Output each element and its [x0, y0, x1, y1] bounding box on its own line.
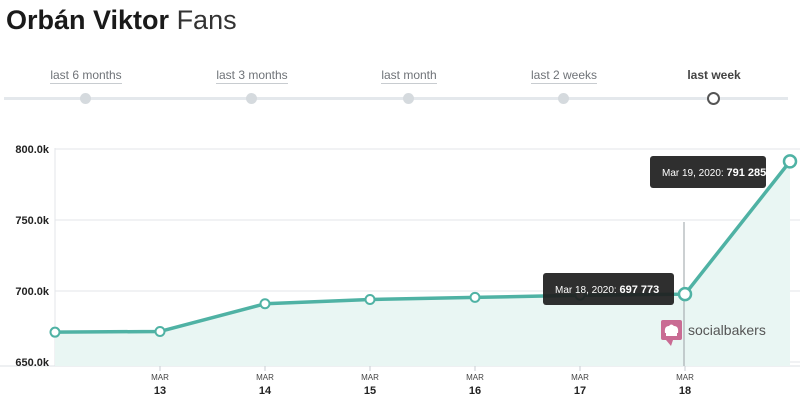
x-tick-month-label: MAR	[151, 373, 169, 382]
time-range-selector: last 6 months last 3 months last month l…	[0, 58, 800, 108]
range-option-label: last 2 weeks	[530, 68, 598, 84]
data-point	[49, 326, 61, 338]
socialbakers-brand-text: socialbakers	[688, 322, 766, 338]
data-tooltip: Mar 19, 2020: 791 285	[650, 156, 766, 188]
chef-hat-shape	[664, 324, 679, 333]
page-title: Orbán Viktor Fans	[6, 2, 237, 38]
range-option-label: last week	[687, 68, 741, 82]
tooltip-text: Mar 19, 2020: 791 285	[662, 167, 766, 179]
x-tick-day-label: 18	[679, 385, 691, 397]
x-tick-month-label: MAR	[361, 373, 379, 382]
data-point	[154, 325, 166, 337]
range-option-6-months[interactable]: last 6 months	[16, 66, 156, 104]
page-title-suffix: Fans	[176, 5, 237, 35]
range-option-label: last 6 months	[50, 68, 122, 84]
socialbakers-logo: socialbakers	[661, 320, 766, 346]
y-tick-label: 750.0k	[15, 215, 50, 227]
tooltip-value: 697 773	[619, 284, 659, 296]
range-dot	[403, 93, 414, 104]
x-tick-month-label: MAR	[571, 373, 589, 382]
tooltip-date: Mar 18, 2020:	[555, 285, 619, 296]
x-tick-day-label: 14	[259, 385, 272, 397]
range-option-3-months[interactable]: last 3 months	[182, 66, 322, 104]
x-tick-day-label: 13	[154, 385, 166, 397]
x-tick-day-label: 16	[469, 385, 481, 397]
tooltip-box	[650, 156, 766, 188]
range-dot	[558, 93, 569, 104]
y-tick-label: 650.0k	[15, 357, 50, 369]
page-title-name: Orbán Viktor	[6, 5, 170, 35]
chef-hat-band	[666, 333, 677, 336]
range-dot	[707, 92, 720, 105]
tooltip-box	[543, 273, 674, 305]
tooltip-date: Mar 19, 2020:	[662, 168, 726, 179]
range-option-2-weeks[interactable]: last 2 weeks	[494, 66, 634, 104]
data-point	[259, 298, 271, 310]
chart-area-fill	[55, 161, 790, 366]
tooltip-value: 791 285	[726, 167, 766, 179]
data-tooltip: Mar 18, 2020: 697 773	[543, 273, 674, 305]
x-tick-day-label: 15	[364, 385, 376, 397]
range-dot	[80, 93, 91, 104]
tooltip-text: Mar 18, 2020: 697 773	[555, 284, 659, 296]
x-tick-day-label: 17	[574, 385, 586, 397]
data-point	[677, 286, 693, 302]
data-point	[782, 154, 798, 169]
range-track	[4, 97, 788, 100]
y-tick-label: 800.0k	[15, 144, 50, 156]
range-option-month[interactable]: last month	[339, 66, 479, 104]
data-point	[364, 294, 376, 306]
x-tick-month-label: MAR	[466, 373, 484, 382]
socialbakers-icon-tail	[666, 340, 673, 346]
range-option-week[interactable]: last week	[644, 66, 784, 105]
x-tick-month-label: MAR	[676, 373, 694, 382]
y-tick-label: 700.0k	[15, 286, 50, 298]
range-dot	[246, 93, 257, 104]
x-tick-month-label: MAR	[256, 373, 274, 382]
range-option-label: last month	[381, 68, 437, 84]
range-option-label: last 3 months	[216, 68, 288, 84]
data-point	[469, 291, 481, 303]
